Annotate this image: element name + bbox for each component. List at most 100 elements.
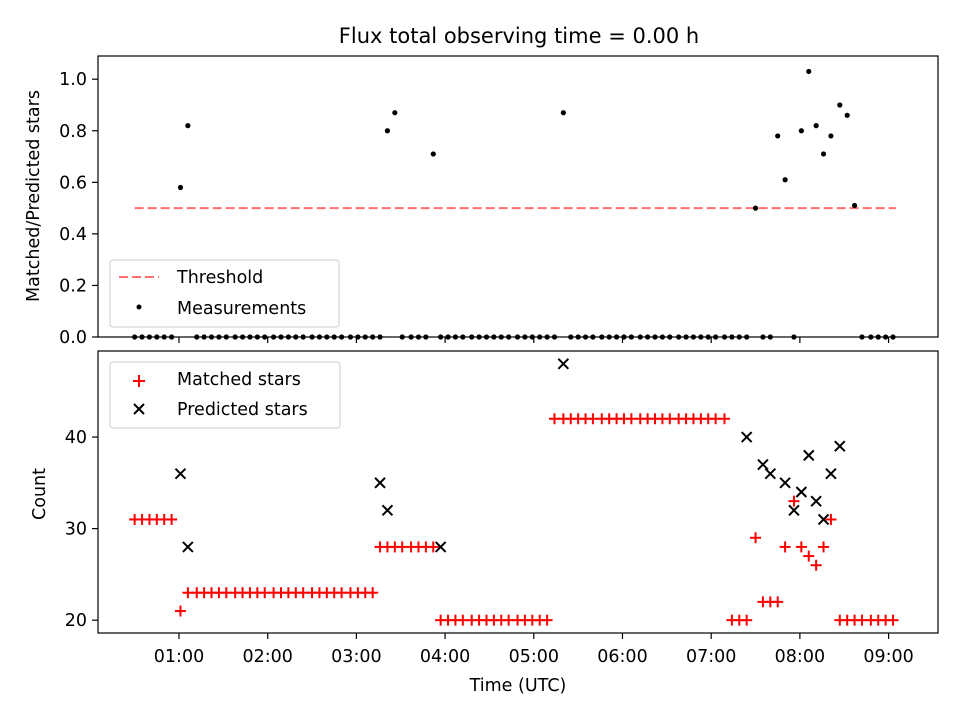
- measurement-point: [729, 334, 735, 340]
- measurement-point: [370, 334, 376, 340]
- measurement-point: [752, 205, 759, 211]
- measurement-point: [293, 334, 299, 340]
- predicted-star-point: [374, 477, 386, 489]
- predicted-star-point: [825, 467, 837, 480]
- measurement-point: [460, 334, 466, 340]
- measurement-point: [628, 334, 634, 340]
- measurement-point: [476, 334, 482, 340]
- measurement-point: [201, 334, 207, 340]
- bottom-legend: Matched stars Predicted stars: [109, 361, 341, 429]
- measurement-point: [339, 334, 345, 340]
- measurement-point: [408, 334, 414, 340]
- predicted-star-b: [795, 486, 808, 498]
- measurement-point: [798, 128, 804, 134]
- predicted-star-point: [757, 458, 769, 471]
- measurement-point: [271, 334, 277, 340]
- measurement-point: [875, 334, 881, 340]
- predicted-star-b: [434, 541, 447, 553]
- measurement-point: [177, 184, 184, 191]
- measurement-point: [705, 334, 711, 340]
- predicted-star-b: [825, 467, 837, 480]
- measurement-point: [498, 334, 504, 340]
- measurement-point: [744, 334, 750, 340]
- measurement-point: [506, 334, 512, 340]
- top-y-axis-label: Matched/Predicted stars: [24, 90, 44, 302]
- measurement-point: [423, 334, 429, 340]
- measurement-point: [767, 334, 773, 340]
- matched-star-point: [795, 541, 807, 553]
- measurement-point: [300, 334, 306, 340]
- legend-predicted-swatch: [133, 403, 145, 415]
- measurement-point: [590, 334, 596, 340]
- top-y-tick-label: 1.0: [59, 70, 87, 90]
- measurement-point: [154, 334, 160, 340]
- measurement-point: [216, 334, 222, 340]
- measurement-point: [844, 112, 850, 118]
- measurement-point: [782, 177, 788, 183]
- measurement-point: [544, 334, 550, 340]
- measurement-point: [316, 334, 323, 340]
- measurement-point: [713, 334, 719, 340]
- measurement-point: [883, 334, 889, 340]
- bottom-panel: 20 30 40 01:00 02:00 03:00 04:00 05:00 06:00 07:…: [30, 350, 939, 696]
- bottom-x-tick-label: 01:00: [154, 647, 204, 667]
- predicted-star-b: [764, 467, 777, 480]
- measurement-point: [146, 334, 153, 340]
- measurement-point: [676, 334, 682, 340]
- measurement-point: [890, 334, 896, 340]
- top-y-tick-label: 0.8: [59, 122, 87, 142]
- predicted-star-b: [817, 513, 830, 526]
- bottom-x-tick-label: 03:00: [331, 647, 381, 667]
- measurement-point: [169, 334, 175, 340]
- measurement-point: [736, 334, 742, 340]
- matched-star-point: [367, 587, 379, 599]
- measurement-point: [775, 133, 781, 139]
- matched-star-point: [810, 559, 822, 571]
- predicted-star-point: [381, 504, 394, 517]
- measurement-point: [392, 110, 398, 116]
- bottom-legend-box: [109, 361, 341, 429]
- measurement-point: [331, 334, 337, 340]
- top-y-tick-label: 0.4: [59, 225, 87, 245]
- top-panel: Flux total observing time = 0.00 h 0.00.…: [24, 24, 939, 348]
- legend-matched-swatch: [133, 375, 145, 387]
- measurement-point: [247, 334, 253, 340]
- matched-star-point: [788, 495, 800, 507]
- predicted-star-point: [834, 440, 846, 452]
- measurement-point: [415, 334, 422, 340]
- measurement-point: [806, 68, 812, 75]
- measurement-point: [285, 334, 291, 340]
- matched-star-point: [825, 513, 837, 525]
- measurement-point: [667, 334, 673, 340]
- measurement-point: [161, 334, 167, 340]
- matched-star-point: [174, 605, 186, 617]
- measurement-point: [208, 334, 215, 340]
- measurement-point: [430, 151, 436, 157]
- predicted-star-b: [182, 541, 194, 553]
- measurement-point: [399, 334, 405, 340]
- predicted-star-point: [779, 477, 791, 489]
- matched-star-point: [779, 541, 791, 553]
- measurement-point: [514, 334, 521, 340]
- measurement-point: [721, 334, 728, 340]
- measurement-point: [384, 128, 391, 134]
- matched-star-point: [741, 614, 753, 626]
- measurement-point: [232, 334, 238, 340]
- measurement-point: [568, 334, 574, 340]
- measurement-point: [254, 334, 260, 340]
- matched-star-point: [803, 550, 815, 562]
- measurement-point: [820, 151, 827, 157]
- predicted-star-point: [182, 541, 194, 553]
- measurement-point: [582, 334, 589, 340]
- measurement-point: [262, 334, 268, 340]
- measurement-point: [652, 334, 658, 340]
- predicted-star-b: [374, 477, 386, 489]
- bottom-x-tick-label: 02:00: [242, 647, 292, 667]
- predicted-star-b: [557, 358, 570, 370]
- measurement-point: [355, 334, 361, 340]
- measurement-point: [362, 334, 368, 340]
- predicted-star-point: [788, 504, 800, 517]
- measurement-point: [690, 334, 697, 340]
- measurement-point: [377, 334, 383, 340]
- legend-matched-label: Matched stars: [177, 370, 301, 390]
